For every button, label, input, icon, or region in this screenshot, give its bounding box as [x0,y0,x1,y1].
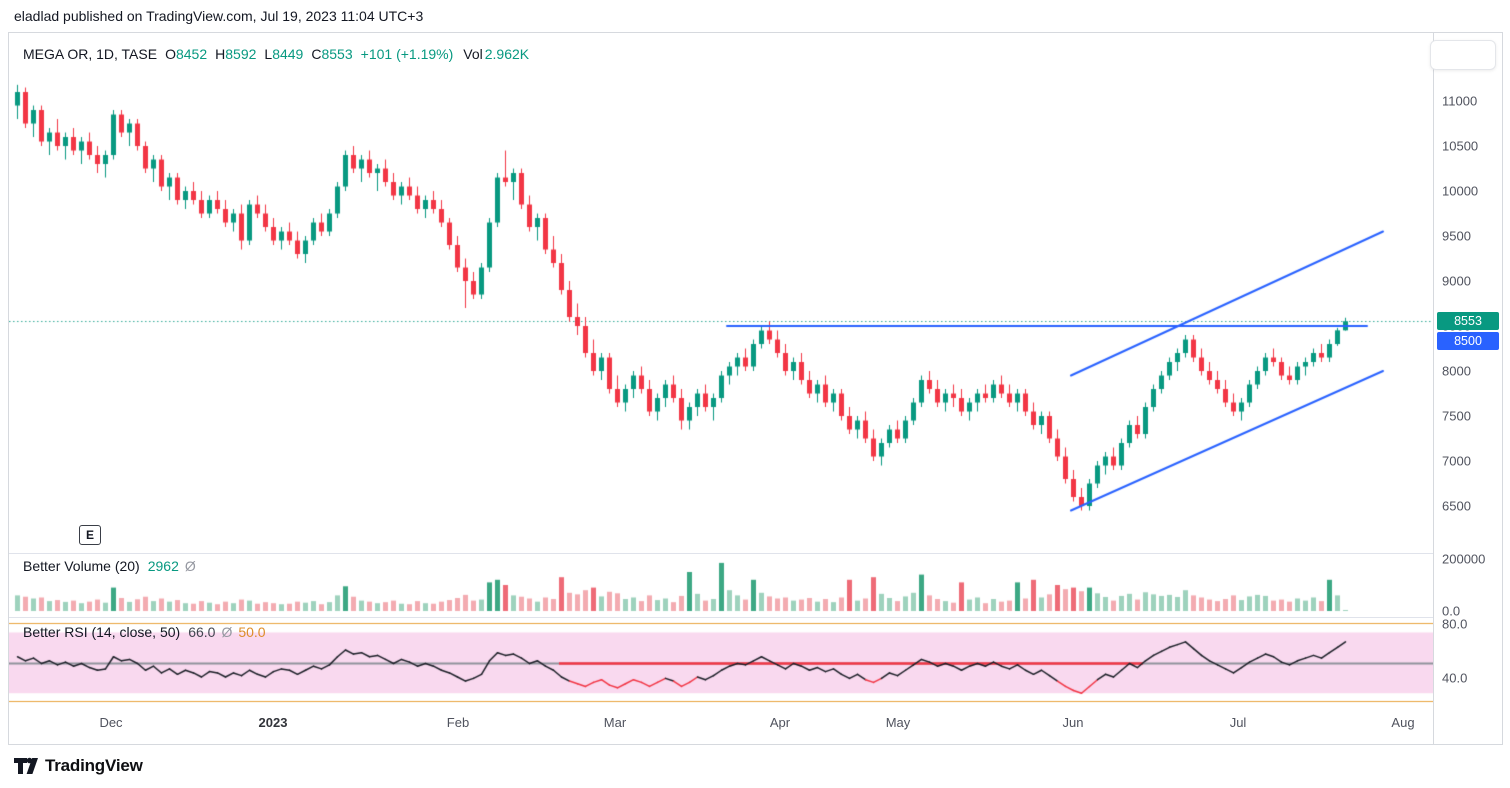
price-tick-label: 6500 [1442,498,1471,514]
ohlc-field-value: 8452 [175,46,208,62]
rsi-indicator-title[interactable]: Better RSI (14, close, 50) [23,624,181,640]
ohlc-field-label: H [215,46,226,62]
symbol-legend: MEGA OR, 1D, TASE O8452 H8592 L8449 C8553 +10… [23,45,529,63]
ohlc-field-label: C [311,46,322,62]
main-price-pane: MEGA OR, 1D, TASE O8452 H8592 L8449 C8553 +10… [9,33,1433,553]
chart-area: MEGA OR, 1D, TASE O8452 H8592 L8449 C8553 +10… [8,32,1503,745]
footer-brand[interactable]: TradingView [14,751,143,781]
time-tick-label: May [885,715,911,730]
change-value: +101 (+1.19%) [360,46,454,62]
ohlc-field-value: 8592 [225,46,257,62]
volume-chart-canvas[interactable] [9,553,1433,617]
price-axis[interactable]: 11000 10500 10000 9500 9000 8500 8000 7500 7000 6… [1433,33,1502,744]
rsi-tick-label: 40.0 [1442,670,1468,685]
volume-value: 2.962K [484,46,530,62]
pane-separator[interactable] [9,553,1502,554]
rsi-pane: Better RSI (14, close, 50) 66.0 Ø 50.0 [9,617,1433,703]
price-tick-label: 11000 [1442,93,1478,109]
tradingview-logo-icon [14,757,38,774]
price-tick-label: 7500 [1442,408,1471,424]
rsi-indicator-legend: Better RSI (14, close, 50) 66.0 Ø 50.0 [23,623,266,641]
symbol-title[interactable]: MEGA OR, 1D, TASE [23,46,158,62]
price-tick-label: 8000 [1442,363,1471,379]
volume-tick-label: 200000 [1442,551,1486,567]
time-tick-label: 2023 [258,715,288,730]
event-marker-e[interactable]: E [79,525,101,545]
last-price-badge: 8553 [1437,312,1499,331]
rsi-tick-label: 80.0 [1442,616,1468,631]
candlestick-chart-canvas[interactable] [9,33,1433,553]
rsi-indicator-value: 66.0 [188,624,216,640]
ohlc-field-label: O [165,46,176,62]
ohlc-field-label: L [264,46,273,62]
volume-indicator-title[interactable]: Better Volume (20) [23,558,140,574]
publish-text: eladlad published on TradingView.com, Ju… [14,8,424,24]
volume-average-symbol: Ø [184,558,196,574]
time-tick-label: Mar [603,715,627,730]
volume-indicator-value: 2962 [147,558,179,574]
ohlc-field-value: 8553 [321,46,353,62]
time-tick-label: Jul [1229,715,1247,730]
publish-bar: eladlad published on TradingView.com, Ju… [14,0,423,32]
time-tick-label: Dec [99,715,123,730]
time-axis[interactable]: Dec 2023 Feb Mar Apr May Jun Jul Aug [9,703,1433,744]
pane-separator[interactable] [9,617,1502,618]
blank-toolbar-box [1430,40,1496,70]
price-tick-label: 9500 [1442,228,1471,244]
rsi-average-symbol: Ø [221,624,233,640]
rsi-average-value: 50.0 [238,624,266,640]
rsi-chart-canvas[interactable] [9,617,1433,703]
price-tick-label: 10500 [1442,138,1479,154]
time-tick-label: Aug [1391,715,1415,730]
brand-text: TradingView [45,756,143,775]
time-tick-label: Jun [1062,715,1084,730]
drawing-price-badge: 8500 [1437,332,1499,351]
ohlc-values: O8452 H8592 L8449 C8553 [157,46,353,62]
volume-indicator-legend: Better Volume (20) 2962 Ø [23,557,196,575]
price-tick-label: 7000 [1442,453,1471,469]
time-tick-label: Feb [446,715,470,730]
price-tick-label: 10000 [1442,183,1479,199]
time-tick-label: Apr [769,715,791,730]
price-tick-label: 9000 [1442,273,1471,289]
volume-tick-label: 0.0 [1442,603,1461,619]
ohlc-field-value: 8449 [272,46,304,62]
volume-label: Vol [463,46,483,62]
volume-pane: Better Volume (20) 2962 Ø [9,553,1433,617]
